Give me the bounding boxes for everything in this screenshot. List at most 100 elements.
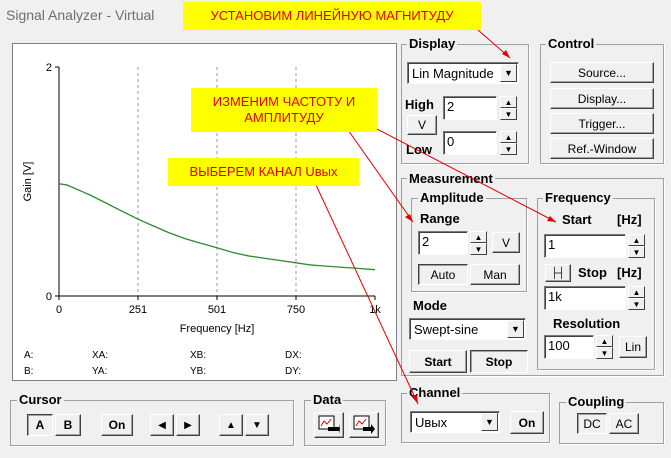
resolution-spinner[interactable]: ▲ ▼ <box>596 335 613 359</box>
coupling-label: Coupling <box>566 394 627 409</box>
note-channel: ВЫБЕРЕМ КАНАЛ Uвых <box>168 158 359 186</box>
spin-down-icon[interactable]: ▼ <box>628 246 645 258</box>
channel-on-button[interactable]: On <box>510 411 544 434</box>
spin-down-icon[interactable]: ▼ <box>596 347 613 359</box>
spin-down-icon[interactable]: ▼ <box>470 243 487 255</box>
cursor-b-button[interactable]: B <box>55 414 81 436</box>
spin-up-icon[interactable]: ▲ <box>500 131 517 143</box>
unit-v-button[interactable]: V <box>407 115 437 135</box>
control-group-label: Control <box>546 36 597 51</box>
chevron-down-icon[interactable]: ▼ <box>507 320 524 338</box>
start-button[interactable]: Start <box>409 350 467 373</box>
display-mode-select[interactable]: Lin Magnitude ▼ <box>407 62 519 84</box>
stop-frequency-input[interactable]: 1k <box>544 286 626 310</box>
chevron-down-icon[interactable]: ▼ <box>481 413 498 431</box>
ac-button[interactable]: AC <box>609 413 639 434</box>
chevron-down-icon[interactable]: ▼ <box>500 64 517 82</box>
cursor-down-icon[interactable]: ▼ <box>245 414 269 436</box>
readout-xb: XB: <box>190 350 207 361</box>
auto-button[interactable]: Auto <box>418 264 468 285</box>
low-label: Low <box>406 142 432 157</box>
y-tick-label: 2 <box>46 62 52 74</box>
window-title: Signal Analyzer - Virtual <box>6 7 155 23</box>
lin-button[interactable]: Lin <box>619 336 647 358</box>
spin-up-icon[interactable]: ▲ <box>596 335 613 347</box>
resolution-input[interactable]: 100 <box>544 335 594 359</box>
cursor-label: Cursor <box>17 392 64 407</box>
note-frequency-amplitude: ИЗМЕНИМ ЧАСТОТУ И АМПЛИТУДУ <box>191 88 377 132</box>
start-freq-unit: [Hz] <box>617 212 642 227</box>
frequency-label: Frequency <box>543 190 613 205</box>
readout-ya: YA: <box>92 366 108 377</box>
spin-up-icon[interactable]: ▲ <box>628 234 645 246</box>
spin-down-icon[interactable]: ▼ <box>628 298 645 310</box>
cursor-a-button[interactable]: A <box>27 414 53 436</box>
gain-series-line <box>58 183 376 271</box>
high-spinner[interactable]: ▲ ▼ <box>500 96 517 120</box>
stop-freq-label: Stop <box>578 265 607 280</box>
spin-down-icon[interactable]: ▼ <box>500 108 517 120</box>
note-linear-magnitude: УСТАНОВИМ ЛИНЕЙНУЮ МАГНИТУДУ <box>183 2 481 30</box>
mode-value: Swept-sine <box>414 322 479 337</box>
start-frequency-spinner[interactable]: ▲ ▼ <box>628 234 645 258</box>
high-input[interactable]: 2 <box>443 96 497 120</box>
mode-label: Mode <box>413 298 447 313</box>
channel-label: Channel <box>407 385 463 400</box>
cursor-up-icon[interactable]: ▲ <box>219 414 243 436</box>
spin-up-icon[interactable]: ▲ <box>628 286 645 298</box>
start-frequency-input[interactable]: 1 <box>544 234 626 258</box>
range-spinner[interactable]: ▲ ▼ <box>470 231 487 255</box>
export-data-icon-graphic <box>353 415 375 434</box>
source-button[interactable]: Source... <box>550 62 654 83</box>
cursor-right-icon[interactable]: ▶ <box>176 414 200 436</box>
ref-window-button[interactable]: Ref.-Window <box>550 138 654 159</box>
import-data-icon[interactable] <box>314 412 344 438</box>
import-data-icon-graphic <box>318 415 340 434</box>
amplitude-label: Amplitude <box>418 190 486 205</box>
trigger-button[interactable]: Trigger... <box>550 113 654 134</box>
readout-dx: DX: <box>285 350 302 361</box>
stop-button[interactable]: Stop <box>470 350 528 373</box>
cursor-left-icon[interactable]: ◀ <box>150 414 174 436</box>
spin-up-icon[interactable]: ▲ <box>500 96 517 108</box>
cursor-group <box>10 400 294 446</box>
x-tick-label: 1k <box>369 304 381 316</box>
x-axis-label: Frequency [Hz] <box>180 323 255 335</box>
channel-select[interactable]: Uвых ▼ <box>410 411 500 433</box>
x-tick-label: 0 <box>56 304 62 316</box>
bracket-icon[interactable]: ├┤ <box>545 264 571 282</box>
display-mode-value: Lin Magnitude <box>412 66 494 81</box>
stop-freq-unit: [Hz] <box>617 265 642 280</box>
readout-yb: YB: <box>190 366 207 377</box>
readout-b: B: <box>24 366 34 377</box>
spin-down-icon[interactable]: ▼ <box>500 143 517 155</box>
y-axis-label: Gain [V] <box>22 162 34 202</box>
channel-value: Uвых <box>415 415 448 430</box>
dc-button[interactable]: DC <box>577 413 607 434</box>
cursor-on-button[interactable]: On <box>101 414 133 436</box>
high-label: High <box>405 97 434 112</box>
stop-frequency-spinner[interactable]: ▲ ▼ <box>628 286 645 310</box>
mode-select[interactable]: Swept-sine ▼ <box>409 318 526 340</box>
control-group <box>540 44 664 164</box>
readout-xa: XA: <box>92 350 109 361</box>
range-input[interactable]: 2 <box>418 231 468 255</box>
x-tick-label: 501 <box>208 304 226 316</box>
x-tick-label: 750 <box>287 304 305 316</box>
start-freq-label: Start <box>562 212 592 227</box>
display-button[interactable]: Display... <box>550 88 654 109</box>
low-spinner[interactable]: ▲ ▼ <box>500 131 517 155</box>
data-label: Data <box>311 392 344 407</box>
resolution-label: Resolution <box>553 316 621 331</box>
range-unit-button[interactable]: V <box>492 232 520 253</box>
x-tick-label: 251 <box>129 304 147 316</box>
display-group-label: Display <box>407 36 458 51</box>
export-data-icon[interactable] <box>349 412 379 438</box>
spin-up-icon[interactable]: ▲ <box>470 231 487 243</box>
channel-group <box>401 393 550 443</box>
y-tick-label: 0 <box>46 291 52 303</box>
low-input[interactable]: 0 <box>443 131 497 155</box>
man-button[interactable]: Man <box>470 264 520 285</box>
measurement-group-label: Measurement <box>407 171 495 186</box>
